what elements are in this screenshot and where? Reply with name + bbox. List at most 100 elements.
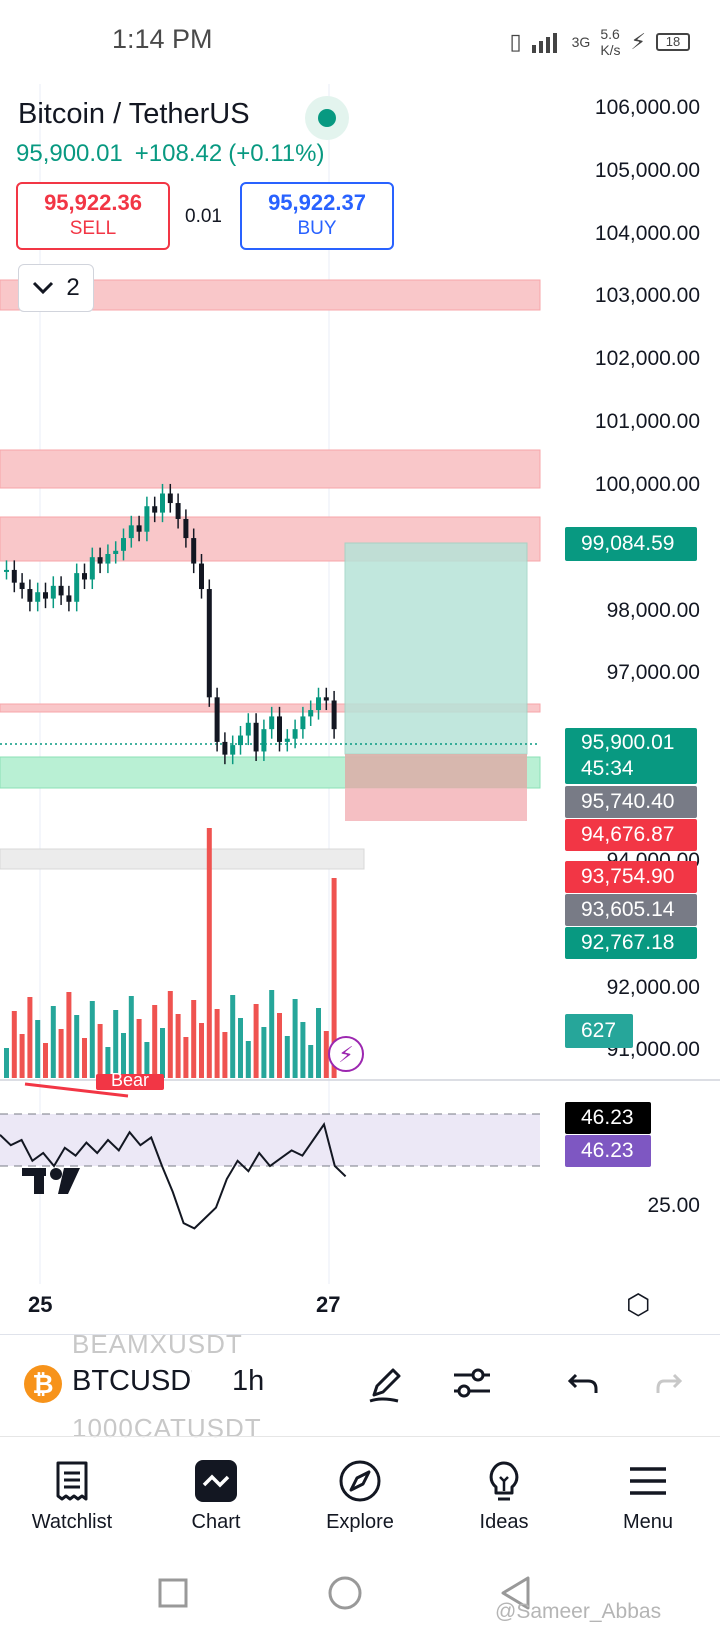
stop2-price-tag: 93,754.90	[565, 861, 697, 893]
bottom-navigation: Watchlist Chart Explore Ideas Menu	[0, 1436, 720, 1556]
volume-bar	[27, 997, 33, 1078]
candle-body	[316, 697, 321, 711]
y-axis-label: 100,000.00	[594, 473, 700, 496]
redo-icon[interactable]	[650, 1359, 690, 1407]
gray-level-box	[0, 848, 365, 870]
volume-bar	[89, 1001, 95, 1078]
y-axis-label: 105,000.00	[594, 159, 700, 182]
y-axis-label: 104,000.00	[594, 222, 700, 245]
candle-body	[128, 525, 134, 539]
volume-bar	[269, 990, 275, 1078]
nav-label: Ideas	[479, 1511, 529, 1533]
volume-bar	[199, 1023, 204, 1078]
chart-canvas[interactable]: ⚡ Bear	[0, 84, 720, 1334]
compass-icon	[339, 1460, 381, 1502]
watermark: @Sameer_Abbas	[495, 1600, 662, 1623]
volume-bar	[222, 1032, 228, 1078]
volume-bar	[292, 999, 298, 1078]
tradingview-logo	[22, 1168, 80, 1194]
sell-button[interactable]: 95,922.36 SELL	[16, 182, 170, 250]
system-navigation	[0, 1556, 720, 1640]
recents-square-icon[interactable]	[158, 1578, 188, 1608]
sell-price: 95,922.36	[44, 190, 142, 215]
entry-price-tag: 95,740.40	[565, 786, 697, 818]
volume-bar	[136, 1019, 142, 1078]
volume-bar	[152, 1005, 158, 1078]
indicators-sliders-icon[interactable]	[448, 1359, 496, 1407]
volume-bar	[253, 1004, 259, 1078]
nav-label: Watchlist	[31, 1511, 113, 1533]
symbol-title[interactable]: Bitcoin / TetherUS	[18, 98, 250, 130]
bitcoin-icon[interactable]: ₿	[24, 1365, 62, 1403]
candle-body	[105, 554, 111, 564]
volume-bar	[284, 1036, 290, 1078]
volume-bar	[74, 1015, 80, 1078]
volume-bar	[19, 1034, 25, 1078]
candle-body	[43, 592, 48, 599]
candle-body	[308, 710, 314, 717]
candle-body	[253, 722, 259, 752]
nav-menu[interactable]: Menu	[576, 1437, 720, 1557]
chart-settings-icon[interactable]: ⬡	[626, 1289, 651, 1320]
volume-bar	[308, 1045, 314, 1078]
chevron-down-icon	[33, 281, 54, 295]
nav-label: Explore	[326, 1511, 394, 1533]
nav-watchlist[interactable]: Watchlist	[0, 1437, 144, 1557]
volume-bar	[160, 1028, 165, 1078]
candle-body	[222, 741, 228, 755]
candle-body	[175, 503, 181, 519]
volume-bar	[300, 1022, 306, 1078]
candle-body	[113, 550, 119, 554]
vibrate-icon: ▯	[509, 29, 522, 54]
chart-area[interactable]: ⚡ Bear Bitcoin / TetherUS 95,900.01 +108.…	[0, 84, 720, 1334]
long-position-target[interactable]	[344, 542, 528, 755]
indicators-toggle-button[interactable]: 2	[18, 264, 94, 312]
y-axis-label: 102,000.00	[594, 347, 700, 370]
charging-icon: ⚡	[630, 29, 646, 54]
volume-bar	[206, 828, 212, 1078]
candle-body	[35, 592, 41, 602]
net-speed: 5.6 K/s	[600, 26, 621, 58]
candle-body	[89, 557, 95, 580]
back-triangle-icon[interactable]	[500, 1576, 532, 1610]
drawing-pen-icon[interactable]	[362, 1359, 410, 1407]
candle-body	[11, 569, 17, 583]
svg-text:⚡: ⚡	[338, 1043, 353, 1068]
status-bar: 1:14 PM ▯ 3G 5.6 K/s ⚡ 18	[0, 0, 720, 84]
volume-bar	[4, 1048, 9, 1078]
volume-bar	[167, 991, 173, 1078]
price-change-pct: (+0.11%)	[228, 140, 325, 167]
market-open-indicator[interactable]	[305, 96, 349, 140]
candle-body	[199, 563, 204, 590]
home-circle-icon[interactable]	[328, 1576, 362, 1610]
volume-bar	[35, 1020, 41, 1078]
nav-ideas[interactable]: Ideas	[432, 1437, 576, 1557]
candle-body	[245, 722, 251, 736]
rsi-ma-tag: 46.23	[565, 1135, 651, 1167]
y-axis-label: 97,000.00	[606, 661, 700, 684]
last-price-value: 95,900.01	[581, 731, 675, 754]
gray-level-tag: 93,605.14	[565, 894, 697, 926]
candle-body	[4, 569, 9, 572]
rsi-axis-label: 25.00	[647, 1194, 700, 1217]
buy-button[interactable]: 95,922.37 BUY	[240, 182, 394, 250]
status-icons: ▯ 3G 5.6 K/s ⚡ 18	[510, 20, 690, 64]
candle-body	[284, 738, 290, 742]
candle-body	[66, 595, 72, 602]
volume-bar	[277, 1013, 282, 1078]
candles-group	[4, 483, 337, 765]
volume-bar	[11, 1011, 17, 1078]
candle-body	[269, 716, 275, 730]
symbol-selector[interactable]: BTCUSDT	[72, 1365, 192, 1397]
nav-chart[interactable]: Chart	[144, 1437, 288, 1557]
nav-explore[interactable]: Explore	[288, 1437, 432, 1557]
spread-value: 0.01	[185, 206, 222, 227]
volume-bar	[58, 1029, 64, 1078]
undo-icon[interactable]	[560, 1359, 608, 1407]
buy-price: 95,922.37	[268, 190, 366, 215]
interval-selector[interactable]: 1h	[232, 1365, 265, 1397]
alert-bolt-icon[interactable]	[328, 1036, 364, 1072]
candle-body	[19, 582, 25, 590]
volume-bar	[191, 1000, 197, 1078]
volume-bar	[261, 1027, 267, 1078]
